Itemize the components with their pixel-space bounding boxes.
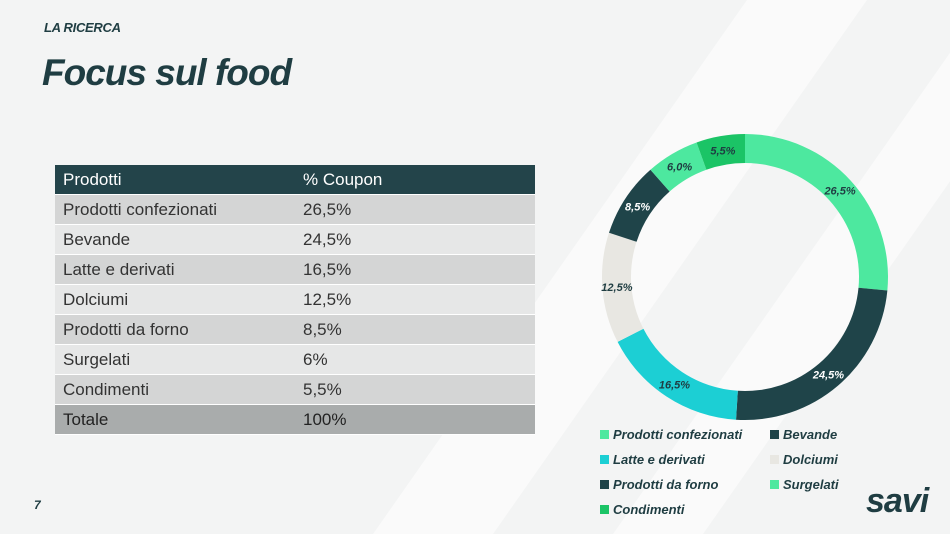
legend-swatch: [600, 430, 609, 439]
product-cell: Prodotti confezionati: [55, 194, 295, 225]
coupon-table: Prodotti % Coupon Prodotti confezionati 2…: [55, 165, 535, 435]
product-cell: Latte e derivati: [55, 254, 295, 285]
product-cell: Surgelati: [55, 344, 295, 375]
donut-slice-4: [602, 232, 644, 342]
table-row: Surgelati 6%: [55, 344, 535, 375]
table-row: Condimenti 5,5%: [55, 374, 535, 405]
legend-label: Dolciumi: [783, 452, 838, 467]
legend-item: Surgelati: [770, 476, 860, 493]
table-total-row: Totale 100%: [55, 404, 535, 435]
legend-item: Prodotti confezionati: [600, 426, 770, 443]
slice-data-label: 5,5%: [710, 145, 735, 157]
legend-swatch: [600, 505, 609, 514]
slice-data-label: 26,5%: [823, 186, 855, 198]
slice-data-label: 6,0%: [667, 161, 692, 173]
product-cell: Prodotti da forno: [55, 314, 295, 345]
product-cell: Dolciumi: [55, 284, 295, 315]
legend-label: Prodotti confezionati: [613, 427, 743, 442]
table-header-row: Prodotti % Coupon: [55, 165, 535, 195]
percent-cell: 16,5%: [295, 254, 535, 285]
donut-slice-3: [617, 328, 738, 420]
slice-data-label: 8,5%: [625, 201, 650, 213]
table-header-cell: Prodotti: [55, 165, 295, 195]
table-row: Bevande 24,5%: [55, 224, 535, 255]
table-header-cell: % Coupon: [295, 165, 535, 195]
percent-cell: 12,5%: [295, 284, 535, 315]
legend-item: Latte e derivati: [600, 451, 770, 468]
legend-label: Surgelati: [783, 477, 839, 492]
page-title: Focus sul food: [42, 52, 292, 93]
legend-label: Condimenti: [613, 502, 685, 517]
savi-logo: savi: [866, 482, 929, 520]
legend-swatch: [770, 430, 779, 439]
donut-chart: 26,5% 24,5% 16,5% 12,5% 8,5% 6,0% 5,5%: [601, 134, 888, 420]
legend-swatch: [600, 455, 609, 464]
donut-slice-2: [736, 287, 888, 420]
section-kicker: LA RICERCA: [44, 20, 121, 35]
table-row: Prodotti da forno 8,5%: [55, 314, 535, 345]
percent-cell: 6%: [295, 344, 535, 375]
legend-swatch: [770, 480, 779, 489]
slice-data-label: 12,5%: [601, 282, 632, 294]
product-cell: Condimenti: [55, 374, 295, 405]
legend-item: Prodotti da forno: [600, 476, 770, 493]
slice-data-label: 16,5%: [659, 379, 690, 391]
donut-slice-1: [745, 134, 888, 291]
legend-item: Bevande: [770, 426, 860, 443]
table-row: Dolciumi 12,5%: [55, 284, 535, 315]
total-label: Totale: [55, 404, 295, 435]
donut-slice-6: [650, 142, 707, 192]
table-row: Prodotti confezionati 26,5%: [55, 194, 535, 225]
table-row: Latte e derivati 16,5%: [55, 254, 535, 285]
percent-cell: 5,5%: [295, 374, 535, 405]
percent-cell: 8,5%: [295, 314, 535, 345]
percent-cell: 26,5%: [295, 194, 535, 225]
legend-label: Prodotti da forno: [613, 477, 719, 492]
legend-label: Bevande: [783, 427, 838, 442]
chart-legend: Prodotti confezionati Bevande Latte e deri…: [600, 426, 860, 518]
legend-item: Dolciumi: [770, 451, 860, 468]
percent-cell: 24,5%: [295, 224, 535, 255]
legend-swatch: [600, 480, 609, 489]
product-cell: Bevande: [55, 224, 295, 255]
total-value: 100%: [295, 404, 535, 435]
page-number: 7: [34, 498, 41, 512]
legend-label: Latte e derivati: [613, 452, 705, 467]
legend-swatch: [770, 455, 779, 464]
donut-slice-7: [696, 134, 745, 170]
donut-slice-5: [608, 169, 670, 242]
slice-data-label: 24,5%: [812, 370, 844, 382]
legend-item: Condimenti: [600, 501, 770, 518]
